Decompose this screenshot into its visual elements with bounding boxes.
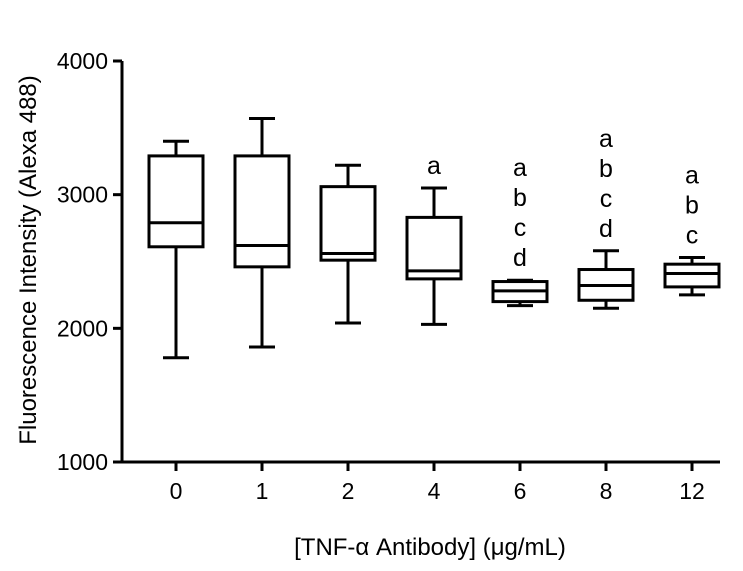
x-axis-label: [TNF-α Antibody] (μg/mL) bbox=[294, 534, 566, 561]
significance-letter: d bbox=[513, 244, 527, 272]
significance-letter: a bbox=[685, 161, 699, 189]
box-iqr bbox=[405, 215, 463, 281]
y-axis: 1000 2000 3000 4000 bbox=[57, 48, 124, 475]
box-iqr bbox=[319, 185, 377, 262]
box-6 bbox=[491, 278, 549, 308]
boxes bbox=[147, 116, 721, 360]
x-tick-label: 6 bbox=[514, 478, 527, 504]
x-tick-label: 4 bbox=[428, 478, 441, 504]
x-tick-label: 8 bbox=[600, 478, 613, 504]
significance-letter: a bbox=[513, 154, 527, 182]
y-tick-label: 3000 bbox=[57, 182, 108, 208]
box-0 bbox=[147, 139, 205, 360]
significance-letter: d bbox=[599, 215, 613, 243]
box-iqr bbox=[233, 154, 291, 269]
x-tick-label: 2 bbox=[342, 478, 355, 504]
x-tick-label: 12 bbox=[679, 478, 705, 504]
significance-letter: b bbox=[685, 191, 699, 219]
x-axis: 0 1 2 4 6 8 12 bbox=[122, 460, 720, 504]
box-1 bbox=[233, 116, 291, 349]
significance-letter: c bbox=[686, 221, 699, 249]
significance-letter: a bbox=[427, 152, 441, 180]
box-iqr bbox=[147, 154, 205, 249]
y-tick-label: 2000 bbox=[57, 315, 108, 341]
significance-letter: c bbox=[514, 214, 527, 242]
box-12 bbox=[663, 255, 721, 297]
significance-letter: b bbox=[513, 184, 527, 212]
y-tick-label: 1000 bbox=[57, 449, 108, 475]
box-2 bbox=[319, 163, 377, 325]
box-4 bbox=[405, 186, 463, 326]
box-8 bbox=[577, 249, 635, 310]
y-axis-label: Fluorescence Intensity (Alexa 488) bbox=[15, 75, 42, 445]
x-tick-label: 0 bbox=[170, 478, 183, 504]
significance-letter: a bbox=[599, 125, 613, 153]
significance-letter: b bbox=[599, 155, 613, 183]
box-iqr bbox=[663, 262, 721, 289]
x-tick-label: 1 bbox=[256, 478, 269, 504]
significance-letter: c bbox=[600, 185, 613, 213]
y-tick-label: 4000 bbox=[57, 48, 108, 74]
